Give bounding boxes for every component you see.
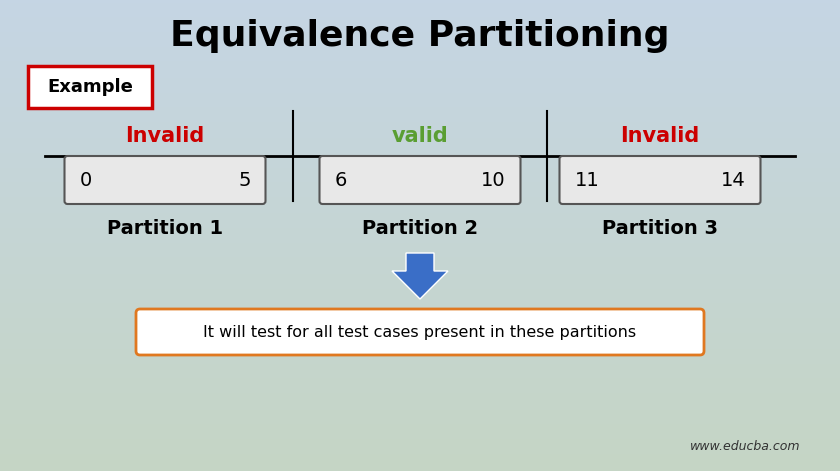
Text: 5: 5	[238, 171, 250, 189]
FancyBboxPatch shape	[319, 156, 521, 204]
Text: 6: 6	[334, 171, 347, 189]
Text: valid: valid	[391, 126, 449, 146]
FancyBboxPatch shape	[136, 309, 704, 355]
Text: Partition 1: Partition 1	[107, 219, 223, 238]
Text: Example: Example	[47, 78, 133, 96]
Text: www.educba.com: www.educba.com	[690, 440, 800, 453]
Text: 10: 10	[480, 171, 506, 189]
Text: Partition 3: Partition 3	[602, 219, 718, 238]
Text: Equivalence Partitioning: Equivalence Partitioning	[171, 19, 669, 53]
Text: Invalid: Invalid	[125, 126, 205, 146]
Text: It will test for all test cases present in these partitions: It will test for all test cases present …	[203, 325, 637, 340]
FancyBboxPatch shape	[559, 156, 760, 204]
Text: 14: 14	[721, 171, 746, 189]
Polygon shape	[392, 253, 448, 299]
FancyBboxPatch shape	[28, 66, 152, 108]
Text: Invalid: Invalid	[621, 126, 700, 146]
Text: 0: 0	[80, 171, 92, 189]
FancyBboxPatch shape	[65, 156, 265, 204]
Text: 11: 11	[575, 171, 599, 189]
Text: Partition 2: Partition 2	[362, 219, 478, 238]
